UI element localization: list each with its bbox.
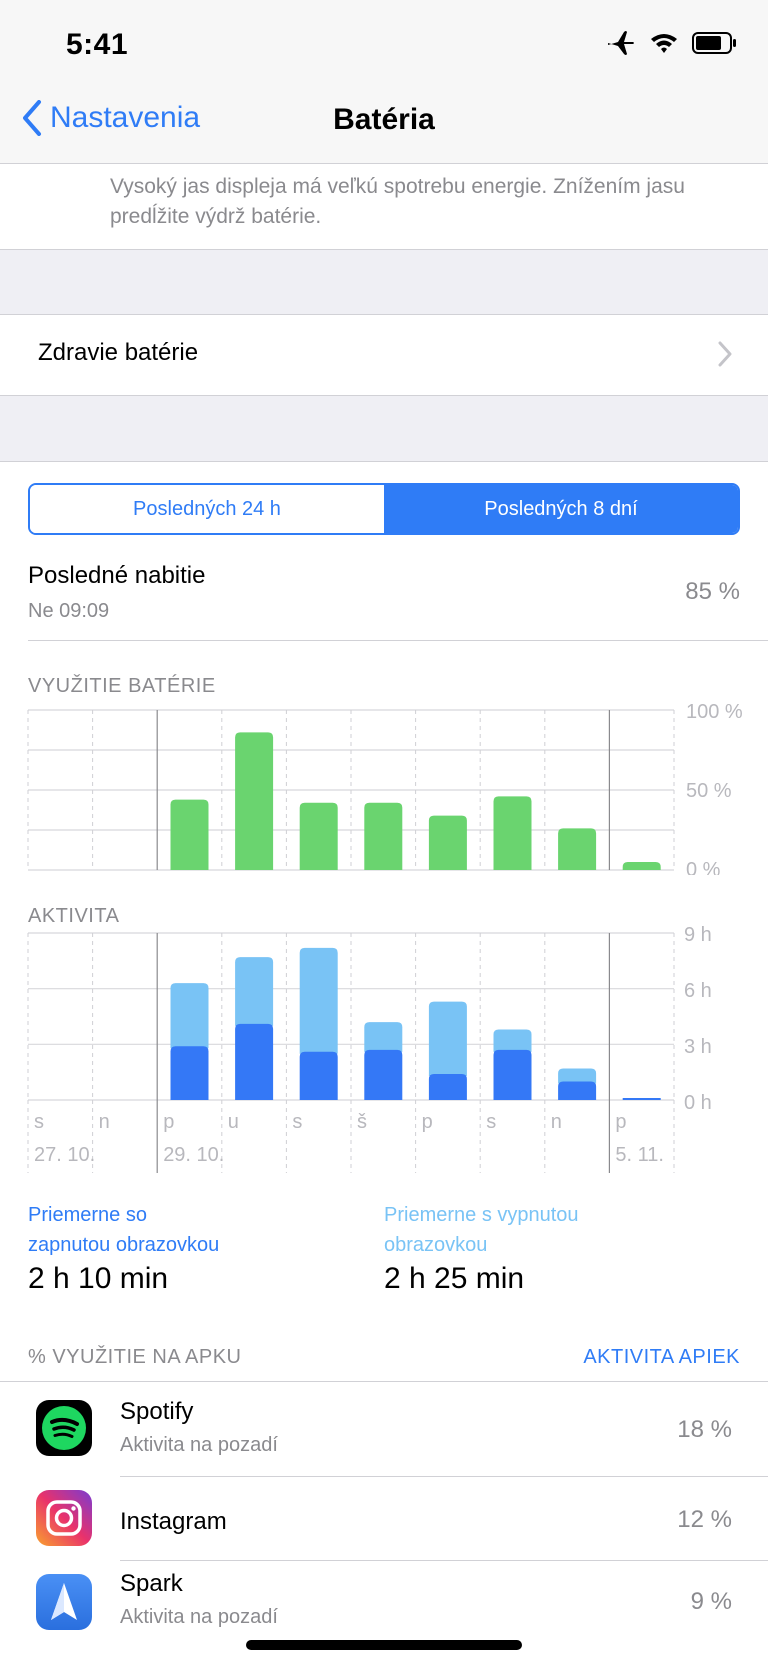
date-label: 5. 11. bbox=[615, 1144, 664, 1166]
day-label: s bbox=[34, 1111, 44, 1133]
screen-on-bar bbox=[235, 1023, 274, 1100]
screen-on-bar bbox=[558, 1081, 597, 1100]
battery-bar bbox=[170, 799, 209, 870]
battery-bar bbox=[299, 802, 338, 870]
app-row-instagram[interactable]: Instagram 12 % bbox=[0, 1478, 768, 1566]
y-tick-label: 0 % bbox=[686, 859, 721, 875]
activity-chart: 9 h 6 h 3 h 0 h s n p u s š p s n p 27. 10. 29. 10. 5. 1… bbox=[27, 925, 712, 1173]
chevron-right-icon bbox=[718, 341, 732, 367]
last-charge-label: Posledné nabitie bbox=[28, 562, 206, 589]
app-percentage: 18 % bbox=[677, 1416, 732, 1443]
screen-on-bar bbox=[364, 1049, 403, 1100]
screen-on-bar bbox=[170, 1046, 209, 1100]
battery-bar bbox=[493, 796, 532, 870]
day-label: s bbox=[292, 1111, 302, 1133]
app-name: Instagram bbox=[120, 1508, 227, 1535]
back-button[interactable]: Nastavenia bbox=[22, 100, 200, 136]
page-title: Batéria bbox=[333, 103, 435, 136]
y-tick-label: 0 h bbox=[684, 1092, 712, 1114]
screen-off-bar bbox=[558, 1068, 597, 1084]
app-subtitle: Aktivita na pozadí bbox=[120, 1434, 278, 1456]
battery-usage-chart: 100 % 50 % 0 % bbox=[27, 701, 743, 875]
section-gap bbox=[0, 395, 768, 462]
screen-off-bar bbox=[299, 947, 338, 1054]
day-label: p bbox=[422, 1111, 433, 1133]
spotify-icon bbox=[36, 1400, 92, 1456]
home-indicator bbox=[246, 1640, 522, 1650]
day-label: p bbox=[163, 1111, 174, 1133]
app-activity-button[interactable]: AKTIVITA APIEK bbox=[583, 1346, 740, 1368]
screen-off-bar bbox=[428, 1001, 467, 1077]
avg-screen-off-label-1: Priemerne s vypnutou bbox=[384, 1204, 579, 1226]
screen-on-bar bbox=[428, 1074, 467, 1100]
brightness-hint: Vysoký jas displeja má veľkú spotrebu en… bbox=[110, 175, 685, 228]
day-label: n bbox=[99, 1111, 110, 1133]
date-label: 27. 10. bbox=[34, 1144, 95, 1166]
wifi-icon bbox=[651, 34, 677, 53]
activity-title: AKTIVITA bbox=[28, 905, 120, 927]
y-tick-label: 3 h bbox=[684, 1036, 712, 1058]
avg-screen-on-label-1: Priemerne so bbox=[28, 1204, 147, 1226]
screen-off-bar bbox=[364, 1022, 403, 1052]
app-percentage: 12 % bbox=[677, 1506, 732, 1533]
last-charge-time: Ne 09:09 bbox=[28, 600, 110, 622]
section-gap bbox=[0, 249, 768, 315]
day-label: s bbox=[486, 1111, 496, 1133]
divider bbox=[28, 640, 768, 641]
battery-bar bbox=[622, 862, 661, 870]
divider bbox=[0, 1381, 768, 1382]
battery-bar bbox=[235, 732, 274, 870]
screen-on-bar bbox=[493, 1049, 532, 1100]
battery-bar bbox=[364, 802, 403, 870]
avg-screen-off-value: 2 h 25 min bbox=[384, 1262, 525, 1295]
day-label: u bbox=[228, 1111, 239, 1133]
battery-bar bbox=[428, 815, 467, 870]
instagram-icon bbox=[36, 1490, 92, 1546]
spark-icon bbox=[36, 1574, 92, 1630]
apps-usage-header: % VYUŽITIE NA APKU bbox=[28, 1346, 242, 1368]
battery-health-row[interactable]: Zdravie batérie bbox=[0, 315, 768, 395]
screen-on-bar bbox=[299, 1051, 338, 1100]
y-tick-label: 9 h bbox=[684, 925, 712, 946]
status-icons bbox=[606, 30, 738, 56]
app-row-spark[interactable]: Spark Aktivita na pozadí 9 % bbox=[0, 1562, 768, 1650]
battery-usage-title: VYUŽITIE BATÉRIE bbox=[28, 675, 216, 697]
divider bbox=[120, 1560, 768, 1561]
screen-off-bar bbox=[170, 983, 209, 1049]
y-tick-label: 100 % bbox=[686, 701, 743, 723]
app-percentage: 9 % bbox=[690, 1588, 732, 1615]
battery-icon bbox=[692, 32, 736, 54]
date-label: 29. 10. bbox=[163, 1144, 224, 1166]
day-label: š bbox=[357, 1111, 367, 1133]
status-time: 5:41 bbox=[66, 28, 129, 61]
app-row-spotify[interactable]: Spotify Aktivita na pozadí 18 % bbox=[0, 1388, 768, 1476]
y-tick-label: 6 h bbox=[684, 980, 712, 1002]
last-charge-value: 85 % bbox=[685, 578, 740, 605]
avg-screen-off-label-2: obrazovkou bbox=[384, 1234, 488, 1256]
tab-last-24h[interactable]: Posledných 24 h bbox=[30, 485, 384, 533]
screen-off-bar bbox=[235, 957, 274, 1026]
airplane-icon bbox=[608, 31, 634, 55]
back-label[interactable]: Nastavenia bbox=[50, 101, 201, 134]
avg-screen-on-value: 2 h 10 min bbox=[28, 1262, 169, 1295]
divider bbox=[120, 1476, 768, 1477]
navigation-bar: 5:41 Nastavenia Batéria bbox=[0, 0, 768, 164]
battery-bar bbox=[558, 828, 597, 870]
app-name: Spark bbox=[120, 1570, 183, 1597]
app-subtitle: Aktivita na pozadí bbox=[120, 1606, 278, 1628]
y-tick-label: 50 % bbox=[686, 780, 732, 802]
battery-health-label: Zdravie batérie bbox=[38, 339, 199, 366]
period-segmented-control: Posledných 24 h Posledných 8 dní bbox=[28, 483, 740, 535]
app-name: Spotify bbox=[120, 1398, 194, 1425]
screen-off-bar bbox=[493, 1029, 532, 1052]
day-label: n bbox=[551, 1111, 562, 1133]
day-label: p bbox=[615, 1111, 626, 1133]
chevron-left-icon bbox=[23, 100, 41, 136]
tab-last-8-days[interactable]: Posledných 8 dní bbox=[384, 485, 738, 533]
avg-screen-on-label-2: zapnutou obrazovkou bbox=[28, 1234, 220, 1256]
